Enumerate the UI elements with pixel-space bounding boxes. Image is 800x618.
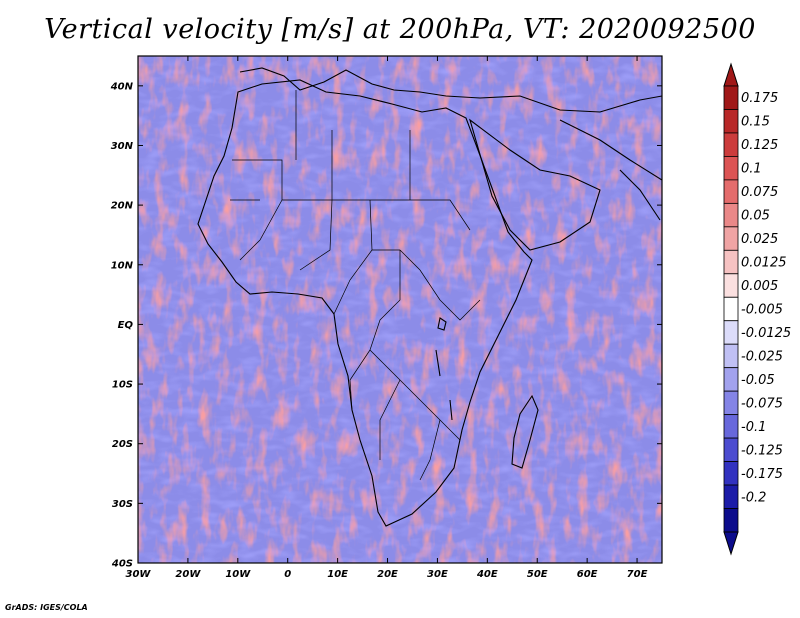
plot-frame [137,55,663,564]
colorbar-label: 0.0125 [741,256,787,271]
country-borders [230,90,481,481]
colorbar-label: -0.025 [741,349,783,364]
colorbar-swatch [723,343,739,369]
lon-tick-label: 60E [577,569,598,580]
colorbar-label: 0.125 [741,138,778,153]
colorbar-label: -0.005 [741,303,783,318]
colorbar-label: -0.175 [741,467,783,482]
colorbar-swatch [723,109,739,134]
colorbar-bottom-arrow [723,531,739,556]
colorbar-label: 0.005 [741,279,778,294]
colorbar-label: -0.0125 [741,326,791,341]
colorbar-swatch [723,156,739,181]
colorbar-swatch [723,437,739,462]
colorbar-label: 0.175 [741,91,778,106]
colorbar-top-arrow [723,62,739,87]
colorbar-swatch [723,390,739,416]
colorbar-label: -0.075 [741,396,783,411]
colorbar-swatch [723,508,739,533]
colorbar-swatch [723,320,739,345]
colorbar-swatch [723,461,739,486]
colorbar-label: 0.05 [741,209,770,224]
lon-tick-label: 30W [126,569,152,580]
africa-coastline [197,79,533,527]
colorbar-label: -0.1 [741,420,766,435]
lon-tick-label: 10E [327,569,348,580]
colorbar-label: -0.05 [741,373,775,388]
lat-tick-label: 40S [111,559,133,570]
map-title: Vertical velocity [m/s] at 200hPa, VT: 2… [44,14,756,45]
colorbar-label: -0.125 [741,443,783,458]
lat-tick-label: 20S [112,439,133,450]
colorbar-swatch [723,249,739,275]
velocity-field [138,56,662,563]
colorbar-swatch [723,414,739,439]
colorbar-label: 0.025 [741,232,778,247]
colorbar-swatch [723,85,739,110]
iran-coast [559,119,662,181]
lon-tick-label: 40E [476,569,498,580]
lon-tick-label: 20E [377,569,398,580]
lon-tick-label: 10W [225,569,251,580]
field-texture [138,56,662,563]
colorbar-swatch [723,367,739,392]
madagascar [511,394,539,469]
lon-tick-label: 50E [527,569,548,580]
colorbar-label: 0.15 [741,115,770,130]
coastlines [197,67,662,527]
europe-coast [239,67,662,113]
colorbar-label: 0.075 [741,185,778,200]
lat-tick-label: 40N [110,81,134,92]
colorbar-swatch [723,226,739,251]
lat-tick-label: 30S [112,499,133,510]
lon-tick-label: 20W [175,569,201,580]
credit-label: GrADS: IGES/COLA [5,603,88,612]
lon-axis: 30W 20W 10W 0 10E 20E 30E 40E 50E 60E 70E [126,56,648,580]
colorbar-swatch [723,484,739,509]
lon-tick-label: 0 [284,569,291,580]
lat-tick-label: EQ [118,320,134,331]
lat-tick-label: 20N [111,201,134,212]
lat-tick-label: 10S [112,380,133,391]
colorbar-swatch [723,179,739,204]
colorbar-label: 0.1 [741,162,762,177]
arabia [469,118,601,251]
colorbar: 0.175 0.15 0.125 0.1 0.075 0.05 0.025 0.0125 0.0… [723,62,791,556]
lon-tick-label: 70E [627,569,648,580]
lat-axis: 40N 30N 20N 10N EQ 10S 20S 30S 40S [110,81,662,570]
colorbar-label: -0.2 [741,490,766,505]
colorbar-swatch [723,273,739,298]
colorbar-swatch [723,296,739,322]
lon-tick-label: 30E [427,569,448,580]
lakes [435,317,453,421]
india-coast [619,169,661,221]
lat-tick-label: 30N [111,141,134,152]
colorbar-swatch [723,202,739,228]
lat-tick-label: 10N [111,260,134,271]
colorbar-swatch [723,132,739,157]
